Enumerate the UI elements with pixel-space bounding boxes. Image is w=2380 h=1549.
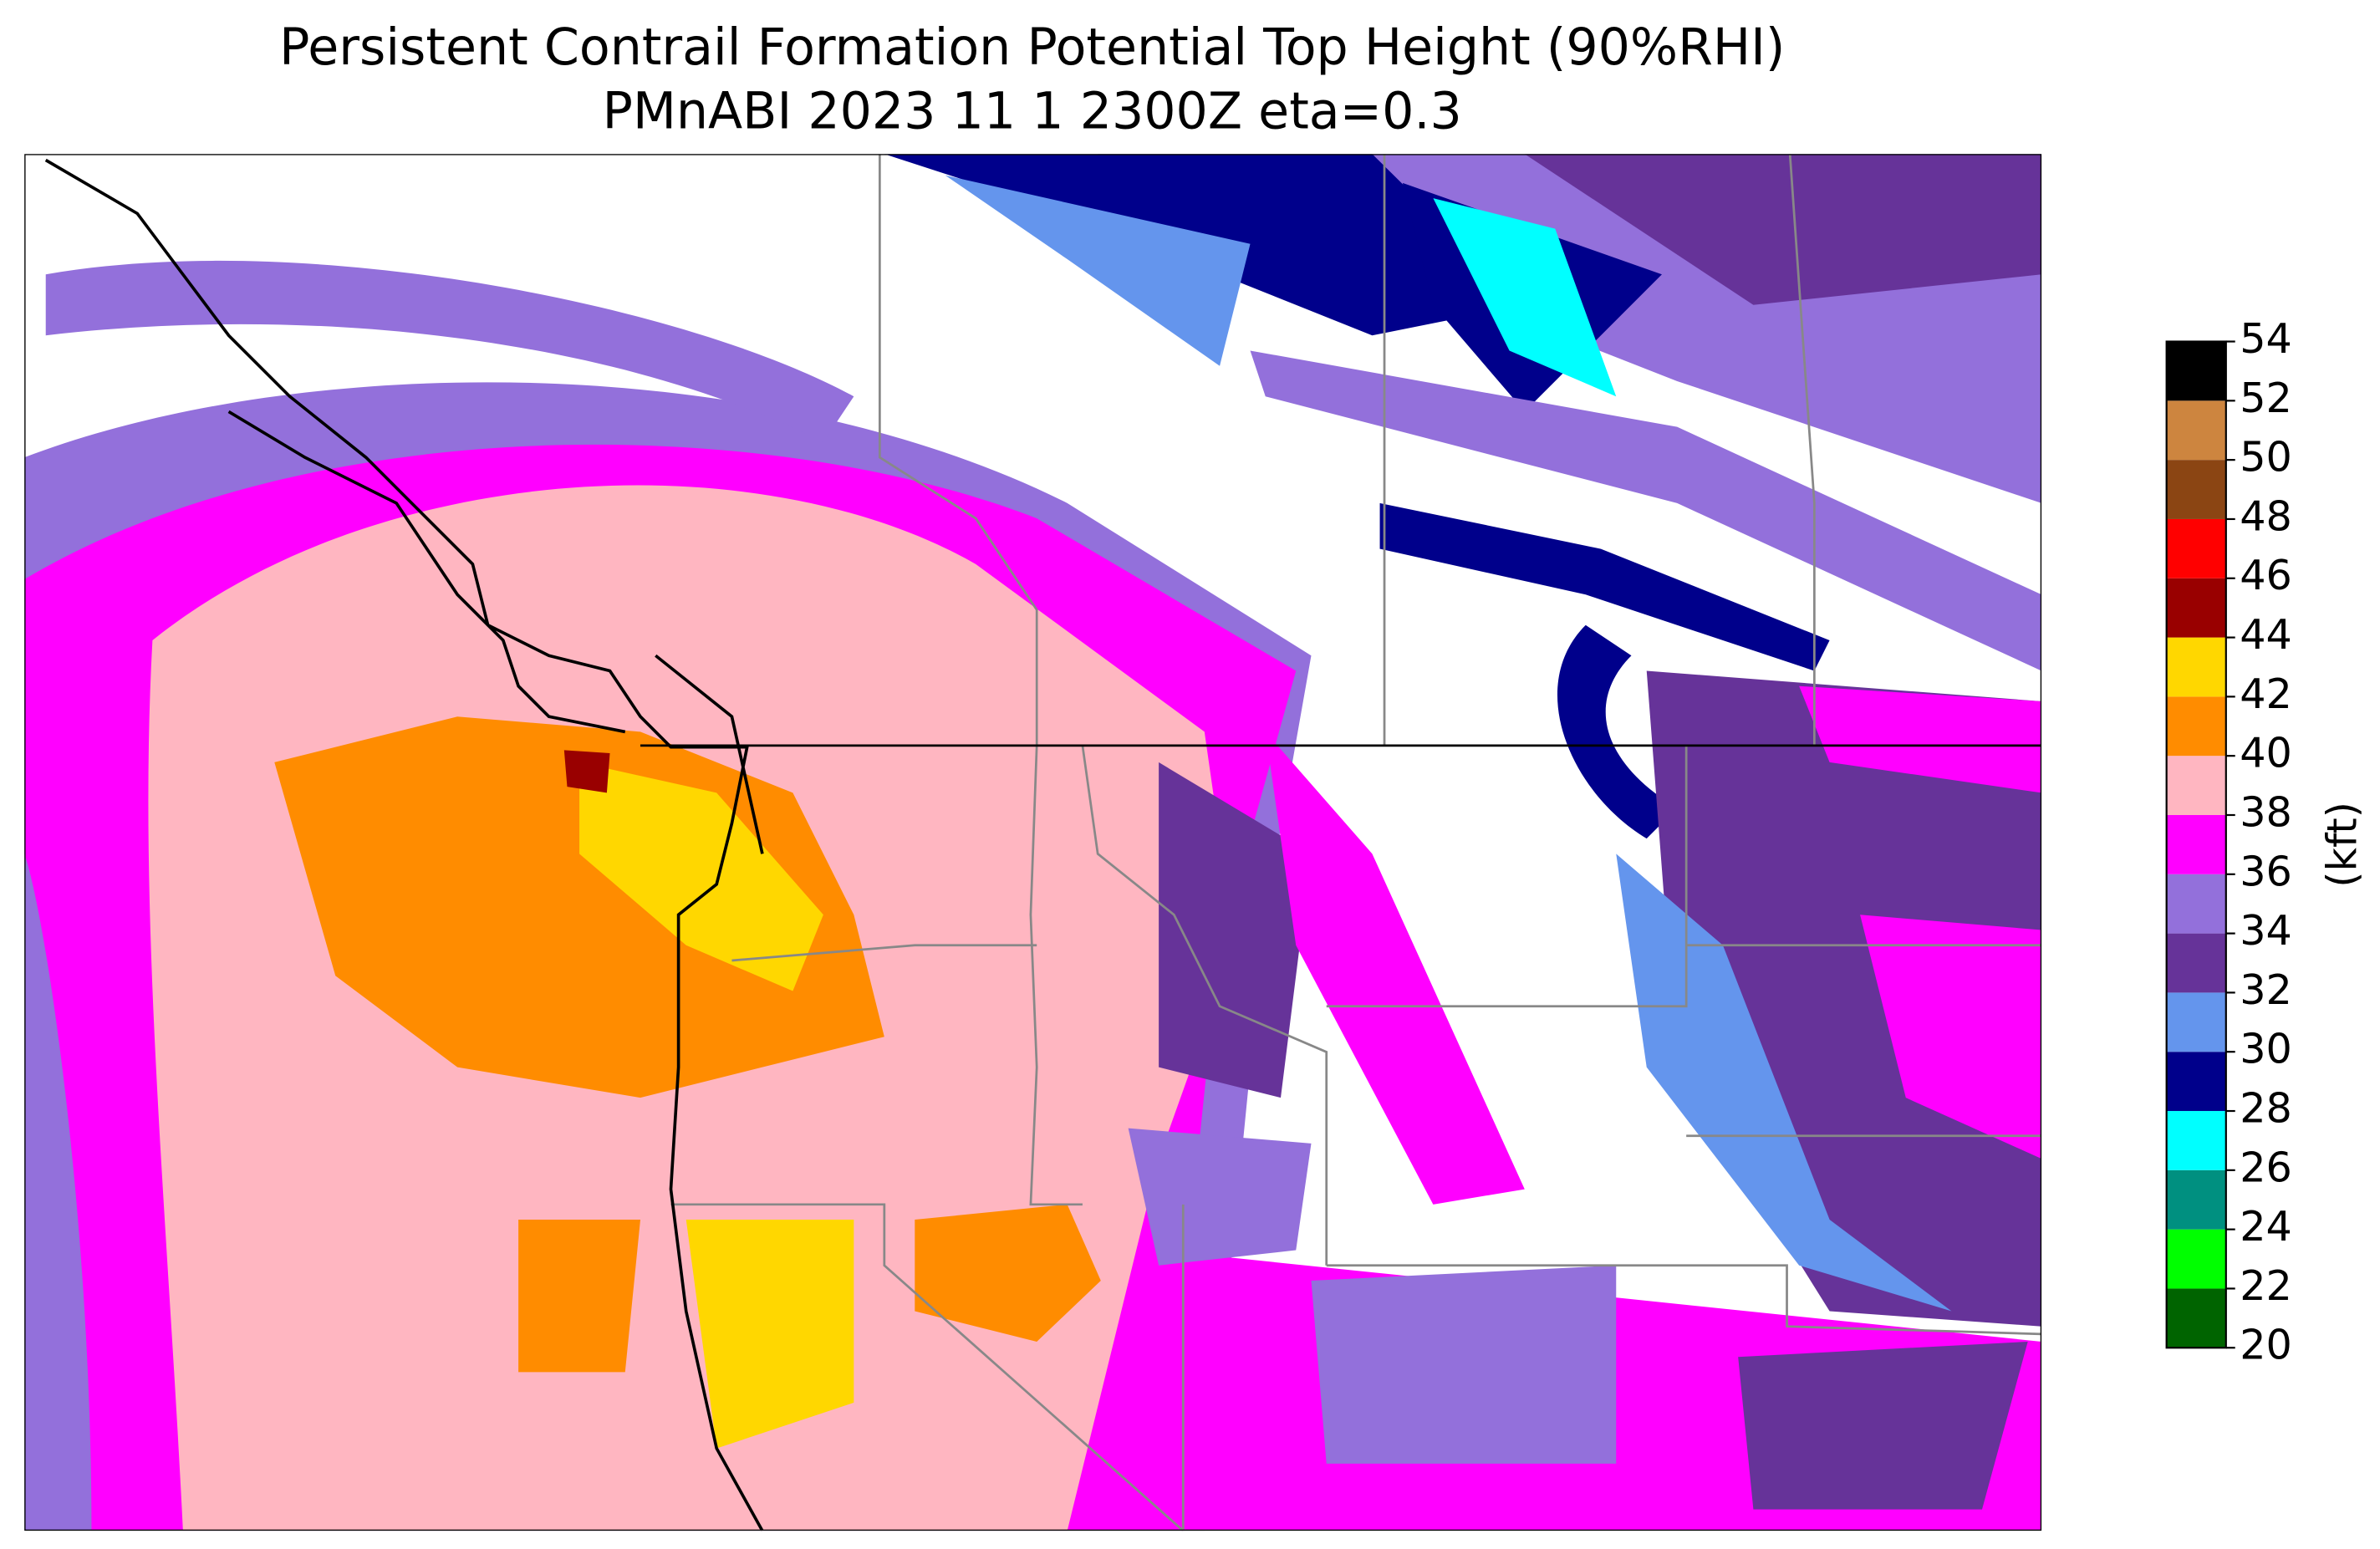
region	[1265, 731, 1525, 1205]
region	[518, 1220, 641, 1373]
region	[945, 175, 1251, 366]
colorbar-tick-label: 20	[2240, 1321, 2292, 1369]
region	[1379, 502, 1830, 671]
region	[1159, 762, 1312, 1098]
colorbar-tick-label: 26	[2240, 1143, 2292, 1191]
region	[1616, 853, 1952, 1312]
region	[579, 762, 823, 991]
title-line: PMnABI 2023 11 1 2300Z eta=0.3	[603, 82, 1462, 140]
colorbar-tick-label: 22	[2240, 1261, 2292, 1310]
colorbar-tick-label: 38	[2240, 787, 2292, 836]
coastline	[44, 158, 764, 1531]
colorbar-segment	[2166, 1229, 2226, 1289]
region	[1128, 1128, 1312, 1266]
colorbar-label: (kft)	[2318, 802, 2367, 888]
colorbar-tick-label: 24	[2240, 1202, 2292, 1251]
colorbar-segment	[2166, 637, 2226, 697]
colorbar-segment	[2166, 992, 2226, 1052]
colorbar-segment	[2166, 874, 2226, 934]
colorbar-segment	[2166, 814, 2226, 874]
colorbar-tick-label: 44	[2240, 610, 2292, 659]
colorbar-segment	[2166, 756, 2226, 815]
colorbar-tick-label: 42	[2240, 670, 2292, 718]
region	[1311, 1265, 1617, 1464]
colorbar-tick-label: 50	[2240, 433, 2292, 482]
colorbar-segment	[2166, 1111, 2226, 1170]
region	[1524, 154, 2042, 305]
colorbar-tick-label: 52	[2240, 374, 2292, 422]
colorbar-tick-label: 46	[2240, 551, 2292, 599]
region	[1799, 685, 2042, 793]
colorbar-segment	[2166, 1288, 2226, 1348]
title-line: Persistent Contrail Formation Potential …	[279, 18, 1785, 77]
colorbar-tick-label: 32	[2240, 966, 2292, 1014]
colorbar-segment	[2166, 1052, 2226, 1112]
colorbar-segment	[2166, 460, 2226, 519]
region	[1860, 915, 2042, 1159]
colorbar-segment	[2166, 1169, 2226, 1230]
colorbar-segment	[2166, 933, 2226, 993]
colorbar-tick-label: 36	[2240, 847, 2292, 895]
region	[1250, 350, 2042, 671]
colorbar-tick-label: 28	[2240, 1084, 2292, 1133]
colorbar-tick-label: 40	[2240, 729, 2292, 777]
colorbar-segment	[2166, 400, 2226, 461]
colorbar-segment	[2166, 341, 2226, 401]
colorbar-segment	[2166, 518, 2226, 578]
colorbar-tick-label: 48	[2240, 492, 2292, 540]
colorbar-segment	[2166, 696, 2226, 757]
region	[45, 260, 854, 442]
map	[24, 154, 2042, 1531]
region	[1557, 624, 1678, 839]
region	[685, 1220, 854, 1449]
region	[915, 1204, 1101, 1342]
colorbar-tick-label: 54	[2240, 314, 2292, 363]
colorbar-segment	[2166, 578, 2226, 638]
colorbar-tick-label: 30	[2240, 1025, 2292, 1073]
colorbar-frame	[2165, 340, 2227, 1349]
region	[563, 750, 610, 793]
region	[1433, 198, 1617, 397]
colorbar-tick-label: 34	[2240, 906, 2292, 955]
region	[1738, 1341, 2028, 1510]
colorbar: 20 22 24 26 28 30 32 34 36 38 40 42 44 46 48 50 52 54	[2165, 314, 2292, 1369]
